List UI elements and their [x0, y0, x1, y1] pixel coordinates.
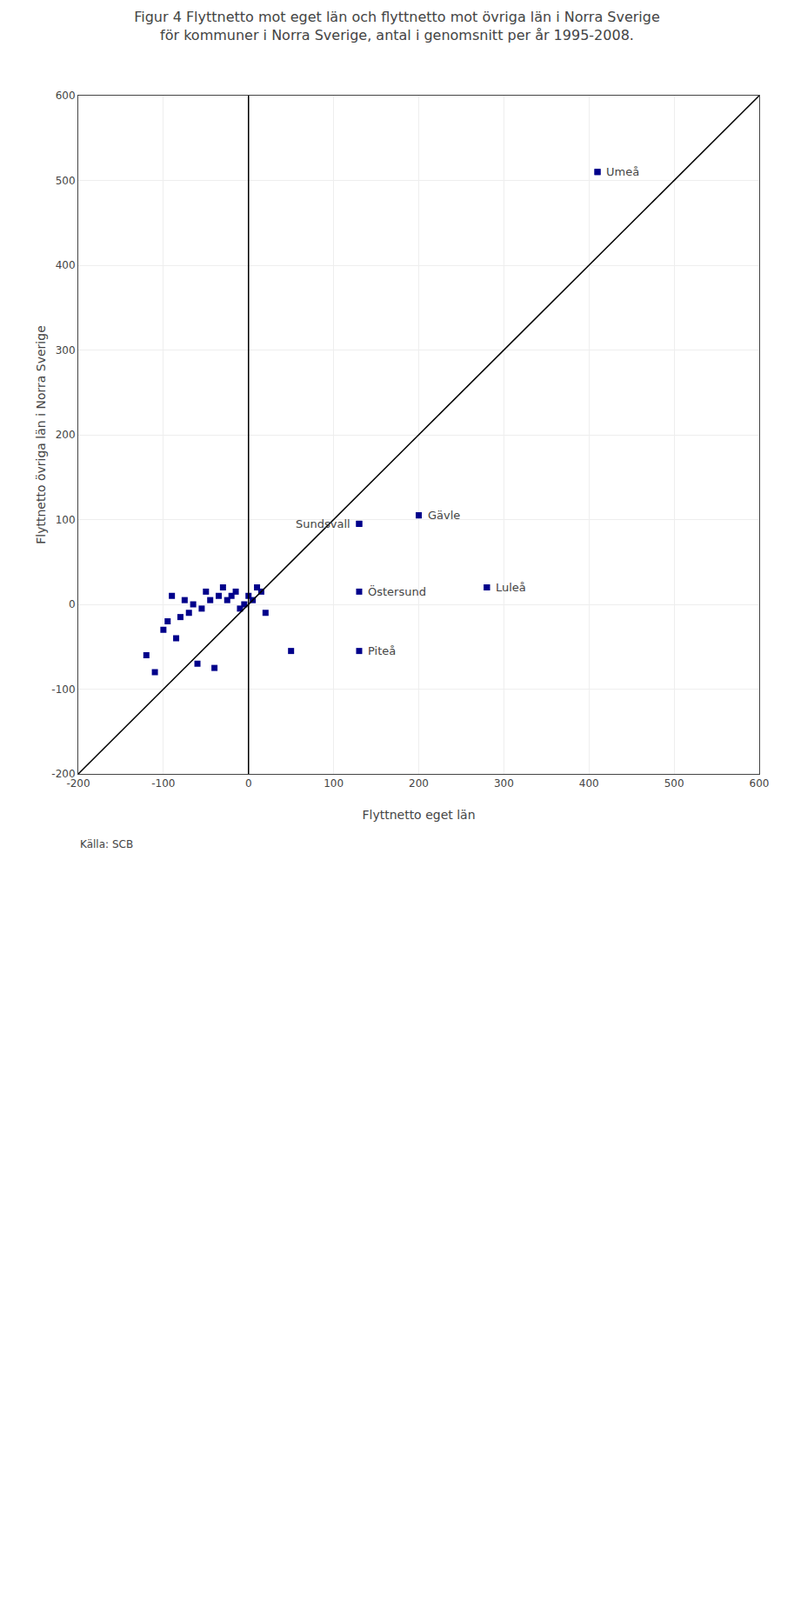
svg-text:500: 500 — [55, 174, 76, 187]
svg-text:-100: -100 — [51, 683, 75, 696]
svg-text:Luleå: Luleå — [495, 580, 527, 594]
svg-text:Sundsvall: Sundsvall — [295, 517, 351, 531]
svg-text:Flyttnetto övriga län i Norra: Flyttnetto övriga län i Norra Sverige — [33, 325, 48, 545]
svg-text:300: 300 — [55, 344, 76, 357]
svg-text:Flyttnetto eget län: Flyttnetto eget län — [361, 807, 475, 822]
svg-text:500: 500 — [664, 777, 685, 790]
svg-text:Piteå: Piteå — [367, 644, 396, 658]
svg-text:-200: -200 — [66, 777, 90, 790]
svg-text:300: 300 — [493, 777, 514, 790]
svg-text:400: 400 — [55, 259, 76, 272]
svg-text:100: 100 — [323, 777, 344, 790]
svg-text:Gävle: Gävle — [427, 508, 461, 522]
svg-text:Umeå: Umeå — [606, 165, 640, 179]
svg-text:200: 200 — [408, 777, 429, 790]
svg-text:Östersund: Östersund — [367, 584, 427, 599]
svg-text:-200: -200 — [51, 767, 75, 781]
svg-text:400: 400 — [579, 777, 600, 790]
svg-text:600: 600 — [749, 777, 770, 790]
svg-text:-100: -100 — [151, 777, 175, 790]
svg-text:Figur 4 Flyttnetto mot eget lä: Figur 4 Flyttnetto mot eget län och flyt… — [133, 8, 661, 44]
svg-text:600: 600 — [55, 89, 76, 102]
svg-text:200: 200 — [55, 428, 76, 441]
svg-text:Källa: SCB: Källa: SCB — [80, 838, 134, 851]
svg-text:100: 100 — [55, 513, 76, 527]
svg-text:0: 0 — [245, 777, 253, 790]
svg-text:0: 0 — [68, 598, 76, 611]
